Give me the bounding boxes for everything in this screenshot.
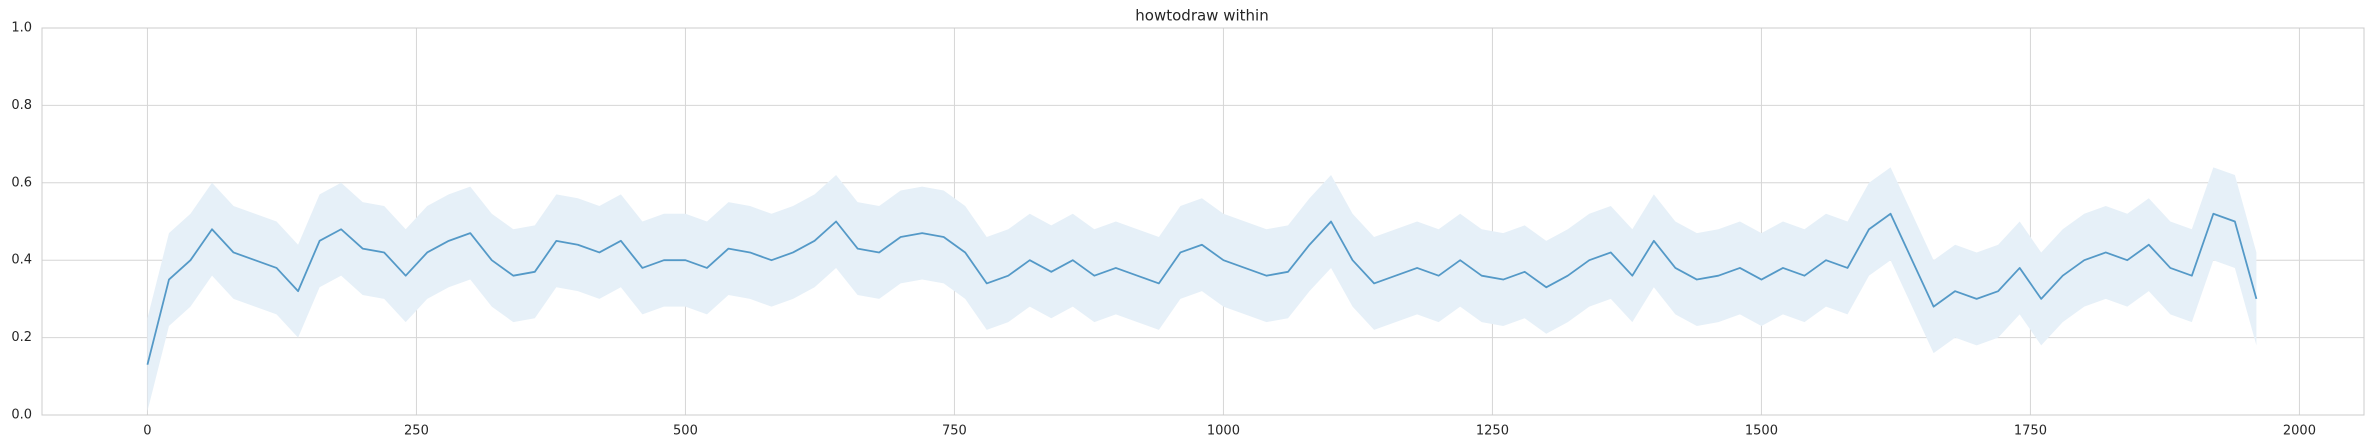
chart-title: howtodraw within bbox=[1135, 7, 1268, 25]
x-tick-label: 0 bbox=[143, 424, 151, 439]
y-tick-label: 1.0 bbox=[11, 21, 32, 36]
x-tick-label: 2000 bbox=[2283, 424, 2316, 439]
y-tick-label: 0.0 bbox=[11, 408, 32, 423]
y-tick-label: 0.8 bbox=[11, 98, 32, 113]
x-tick-label: 1000 bbox=[1207, 424, 1240, 439]
x-tick-label: 750 bbox=[942, 424, 967, 439]
x-tick-label: 250 bbox=[404, 424, 429, 439]
y-tick-label: 0.2 bbox=[11, 330, 32, 345]
x-tick-label: 1750 bbox=[2014, 424, 2047, 439]
y-tick-label: 0.6 bbox=[11, 175, 32, 190]
y-tick-label: 0.4 bbox=[11, 253, 32, 268]
line bbox=[146, 212, 2258, 365]
x-tick-label: 1500 bbox=[1745, 424, 1778, 439]
x-tick-label: 500 bbox=[673, 424, 698, 439]
confidence-band bbox=[147, 167, 2257, 412]
plot-frame bbox=[41, 27, 2365, 416]
x-tick-label: 1250 bbox=[1476, 424, 1509, 439]
